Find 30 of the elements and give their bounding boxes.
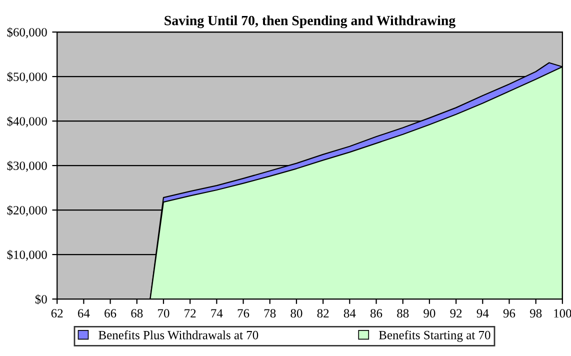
x-tick-label: 88 <box>397 309 409 318</box>
y-tick-label: $40,000 <box>7 116 47 128</box>
x-tick-label: 100 <box>554 309 571 318</box>
x-tick-label: 90 <box>424 309 436 318</box>
x-tick-label: 78 <box>264 309 276 318</box>
legend-label: Benefits Starting at 70 <box>378 330 490 342</box>
chart-title: Saving Until 70, then Spending and Withdrawing <box>164 15 456 28</box>
x-tick-label: 74 <box>211 309 223 318</box>
y-tick-label: $0 <box>35 294 47 304</box>
x-tick-label: 62 <box>51 309 63 318</box>
x-tick-label: 86 <box>370 309 382 318</box>
y-tick-label: $10,000 <box>7 250 47 261</box>
x-tick-label: 94 <box>476 309 489 318</box>
x-tick-label: 84 <box>344 309 356 318</box>
x-tick-label: 70 <box>158 309 170 318</box>
x-tick-label: 82 <box>317 309 329 318</box>
y-tick-label: $50,000 <box>7 72 47 83</box>
x-tick-label: 66 <box>104 309 116 318</box>
x-tick-label: 98 <box>530 309 542 318</box>
x-tick-label: 64 <box>78 309 90 318</box>
x-tick-label: 76 <box>238 309 250 318</box>
x-tick-label: 68 <box>131 309 143 318</box>
x-tick-label: 96 <box>503 309 516 318</box>
x-tick-label: 92 <box>450 309 462 318</box>
x-tick-label: 80 <box>290 309 302 318</box>
x-tick-label: 72 <box>184 309 196 318</box>
y-tick-label: $60,000 <box>7 27 47 38</box>
y-tick-label: $30,000 <box>7 160 47 172</box>
legend-label: Benefits Plus Withdrawals at 70 <box>98 330 258 340</box>
y-tick-label: $20,000 <box>7 205 47 216</box>
